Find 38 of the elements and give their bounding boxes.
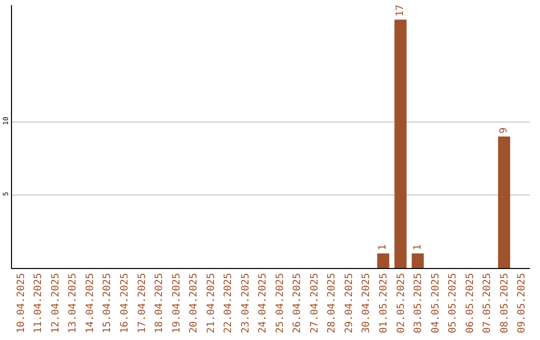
x-tick-label: 17.04.2025: [136, 273, 148, 334]
x-tick-label: 27.04.2025: [309, 273, 320, 334]
x-tick-label: 08.05.2025: [499, 273, 510, 334]
x-tick-label: 25.04.2025: [274, 273, 286, 334]
x-tick-label: 16.04.2025: [119, 273, 130, 334]
x-tick-label: 18.04.2025: [154, 273, 166, 334]
x-tick-label: 02.05.2025: [396, 273, 407, 334]
data-label: 9: [498, 127, 510, 134]
data-label: 1: [378, 244, 389, 250]
data-label: 1: [412, 244, 424, 250]
x-tick-label: 30.04.2025: [361, 273, 372, 334]
x-tick-label: 29.04.2025: [344, 273, 355, 334]
x-tick-label: 11.04.2025: [33, 273, 44, 334]
x-tick-label: 13.04.2025: [68, 273, 79, 334]
bar: [394, 20, 407, 268]
x-tick-label: 04.05.2025: [430, 273, 442, 334]
x-tick-label: 01.05.2025: [378, 273, 390, 334]
x-tick-label: 12.04.2025: [50, 273, 62, 334]
x-tick-label: 14.04.2025: [84, 273, 96, 334]
bar: [377, 253, 390, 268]
x-tick-label: 28.04.2025: [326, 273, 338, 334]
x-tick-label: 06.05.2025: [464, 273, 476, 334]
x-tick-label: 10.04.2025: [16, 273, 27, 334]
x-tick-label: 09.05.2025: [516, 273, 528, 334]
x-tick-label: 19.04.2025: [171, 273, 182, 334]
x-tick-label: 07.05.2025: [482, 273, 494, 334]
x-tick-label: 24.04.2025: [258, 273, 269, 334]
bar: [412, 253, 424, 268]
x-tick-label: 05.05.2025: [448, 273, 459, 334]
x-tick-label: 22.04.2025: [223, 273, 234, 334]
x-tick-label: 15.04.2025: [102, 273, 114, 334]
x-tick-label: 26.04.2025: [292, 273, 304, 334]
data-label: 17: [395, 4, 406, 17]
x-tick-label: 03.05.2025: [413, 273, 424, 334]
x-tick-label: 20.04.2025: [188, 273, 200, 334]
x-tick-label: 21.04.2025: [206, 273, 217, 334]
x-tick-label: 23.04.2025: [240, 273, 252, 334]
bar: [498, 136, 510, 268]
